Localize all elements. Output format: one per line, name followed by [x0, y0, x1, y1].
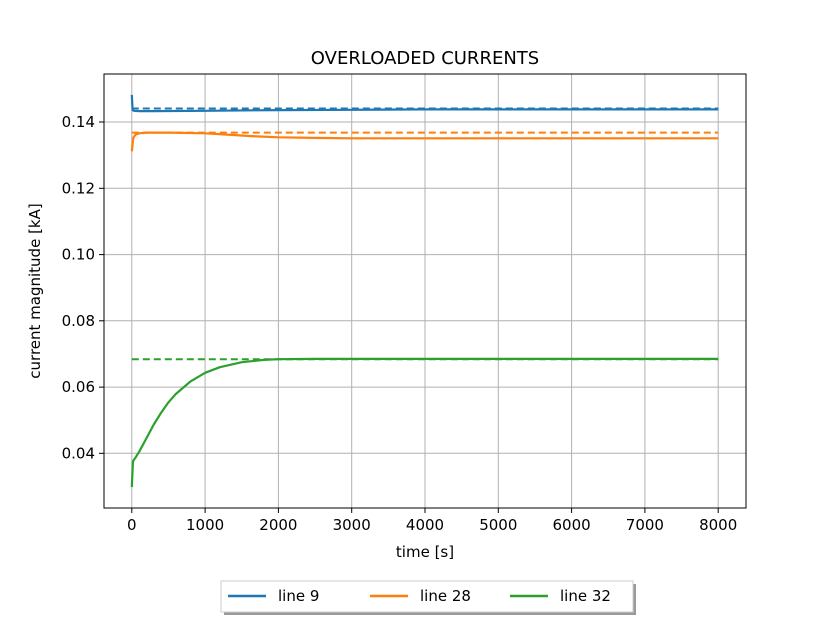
chart-title: OVERLOADED CURRENTS: [311, 48, 539, 69]
legend-label: line 9: [278, 587, 319, 605]
y-tick-label: 0.12: [62, 179, 95, 197]
x-tick-label: 7000: [626, 516, 664, 534]
x-tick-label: 0: [127, 516, 137, 534]
series-line-3: [130, 357, 719, 488]
y-tick-label: 0.08: [62, 312, 95, 330]
legend-box: [220, 580, 634, 613]
grid: [104, 74, 746, 508]
plot-lines: [130, 94, 719, 488]
legend: line 9 line 28 line 32: [220, 580, 636, 615]
y-tick-label: 0.10: [62, 246, 95, 264]
x-axis-label: time [s]: [396, 543, 454, 561]
x-tick-label: 3000: [333, 516, 371, 534]
x-tick-label: 8000: [699, 516, 737, 534]
legend-label: line 32: [560, 587, 611, 605]
y-tick-label: 0.06: [62, 378, 95, 396]
ticks: 0 1000 2000 3000 4000 5000 6000 7000 8000 0.04 0.0…: [62, 113, 738, 534]
x-tick-label: 2000: [259, 516, 297, 534]
x-tick-label: 4000: [406, 516, 444, 534]
legend-label: line 28: [420, 587, 471, 605]
x-tick-label: 1000: [186, 516, 224, 534]
y-tick-label: 0.04: [62, 444, 95, 462]
x-tick-label: 5000: [479, 516, 517, 534]
series-line-1: [130, 94, 719, 113]
y-tick-label: 0.14: [62, 113, 95, 131]
series-line-2: [130, 131, 719, 152]
x-tick-label: 6000: [553, 516, 591, 534]
y-axis-label: current magnitude [kA]: [26, 203, 44, 378]
